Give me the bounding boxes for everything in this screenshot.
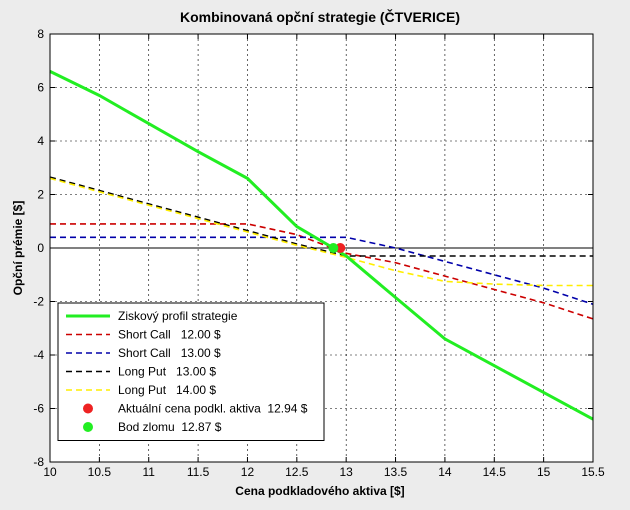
y-tick-label: 6 [37,81,44,95]
x-tick-label: 11.5 [187,465,210,479]
x-tick-label: 12.5 [285,465,309,479]
x-tick-label: 10.5 [88,465,112,479]
x-axis-label: Cena podkladového aktiva [$] [235,484,404,498]
x-tick-label: 11 [142,465,155,479]
y-tick-label: 2 [37,188,44,202]
legend-label-3: Long Put 13.00 $ [118,365,216,379]
x-tick-label: 15.5 [581,465,605,479]
x-tick-label: 10 [43,465,57,479]
y-tick-label: -8 [33,455,44,469]
axes-frame [49,33,594,463]
x-tick-label: 15 [537,465,551,479]
series-line-4 [49,177,593,287]
x-tick-label: 13.5 [384,465,408,479]
y-tick-label: -2 [33,295,44,309]
legend-label-2: Short Call 13.00 $ [118,346,221,360]
x-tick-label: 14 [438,465,452,479]
legend-label-6: Bod zlomu 12.87 $ [118,420,222,434]
legend-label-5: Aktuální cena podkl. aktiva 12.94 $ [118,402,308,416]
legend-swatch-5 [83,403,93,414]
y-tick-label: 8 [37,27,44,41]
x-tick-label: 14.5 [483,465,507,479]
legend-label-4: Long Put 14.00 $ [118,383,216,397]
series-marker-6 [328,243,339,253]
y-tick-label: 0 [37,241,44,255]
y-tick-label: -6 [33,402,44,416]
series-line-2 [50,236,594,305]
x-tick-label: 12 [241,465,255,479]
series-line-1 [50,223,594,320]
x-tick-label: 13 [340,465,354,479]
chart-title: Kombinovaná opční strategie (ČTVERICE) [180,8,460,25]
series-marker-5 [335,243,346,253]
series-line-3 [49,176,593,257]
legend: Ziskový profil strategie Short Call 12.00… [57,302,325,441]
y-axis-label: Opční prémie [$] [11,201,25,296]
legend-label-0: Ziskový profil strategie [118,309,238,323]
y-tick-label: -4 [33,348,44,362]
legend-box [57,302,325,441]
legend-swatch-6 [83,422,93,432]
legend-label-1: Short Call 12.00 $ [118,328,221,342]
y-tick-label: 4 [37,134,44,148]
